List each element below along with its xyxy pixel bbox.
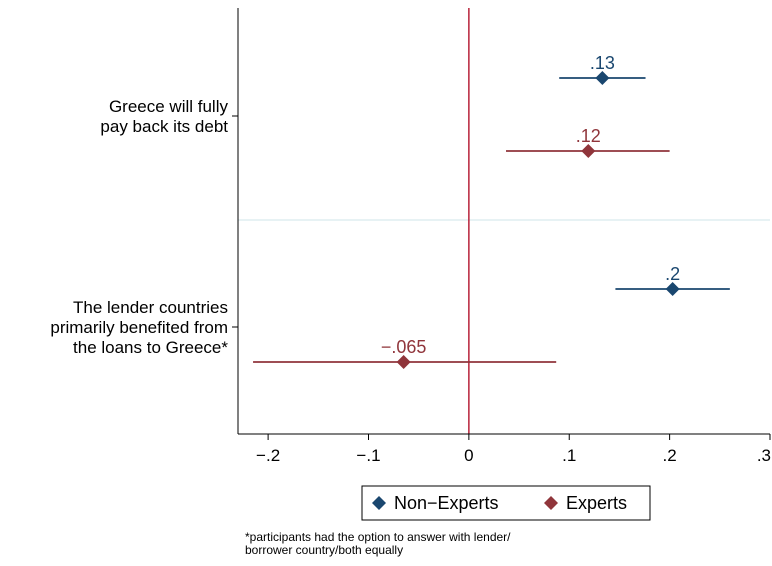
y-group-label-line: the loans to Greece* — [73, 338, 228, 357]
legend-label: Non−Experts — [394, 493, 499, 513]
y-group-label-line: pay back its debt — [100, 117, 228, 136]
axis-layer: −.2 −.1 0 .1 .2 .3 Greece will fully pay back i… — [50, 8, 771, 465]
x-tick-label: .1 — [562, 446, 576, 465]
footnote-line-2: borrower country/both equally — [245, 543, 404, 557]
y-group-label-line: primarily benefited from — [50, 318, 228, 337]
legend-marker — [544, 496, 558, 510]
legend-box — [361, 485, 651, 521]
x-tick-label: −.1 — [356, 446, 380, 465]
y-group-label-line: Greece will fully — [109, 97, 229, 116]
value-label: .2 — [665, 264, 680, 284]
value-label: .12 — [576, 126, 601, 146]
x-tick-label: 0 — [464, 446, 473, 465]
legend: Non−Experts Experts — [361, 485, 651, 521]
point-marker — [581, 144, 596, 158]
value-label: .13 — [590, 53, 615, 73]
point-marker — [396, 355, 411, 369]
x-tick-label: .3 — [757, 446, 771, 465]
footnote: *participants had the option to answer w… — [245, 531, 765, 557]
y-group-label: The lender countries primarily benefited … — [50, 298, 228, 357]
point-marker — [595, 71, 610, 85]
y-group-label: Greece will fully pay back its debt — [100, 97, 228, 136]
value-label: −.065 — [381, 337, 427, 357]
point-marker — [665, 282, 680, 296]
footnote-line-1: *participants had the option to answer w… — [245, 530, 511, 544]
legend-marker — [372, 496, 386, 510]
plot-layer: .13 .2 .12 −.065 — [238, 8, 770, 434]
x-tick-label: −.2 — [256, 446, 280, 465]
y-group-label-line: The lender countries — [73, 298, 228, 317]
legend-label: Experts — [566, 493, 627, 513]
x-tick-label: .2 — [663, 446, 677, 465]
